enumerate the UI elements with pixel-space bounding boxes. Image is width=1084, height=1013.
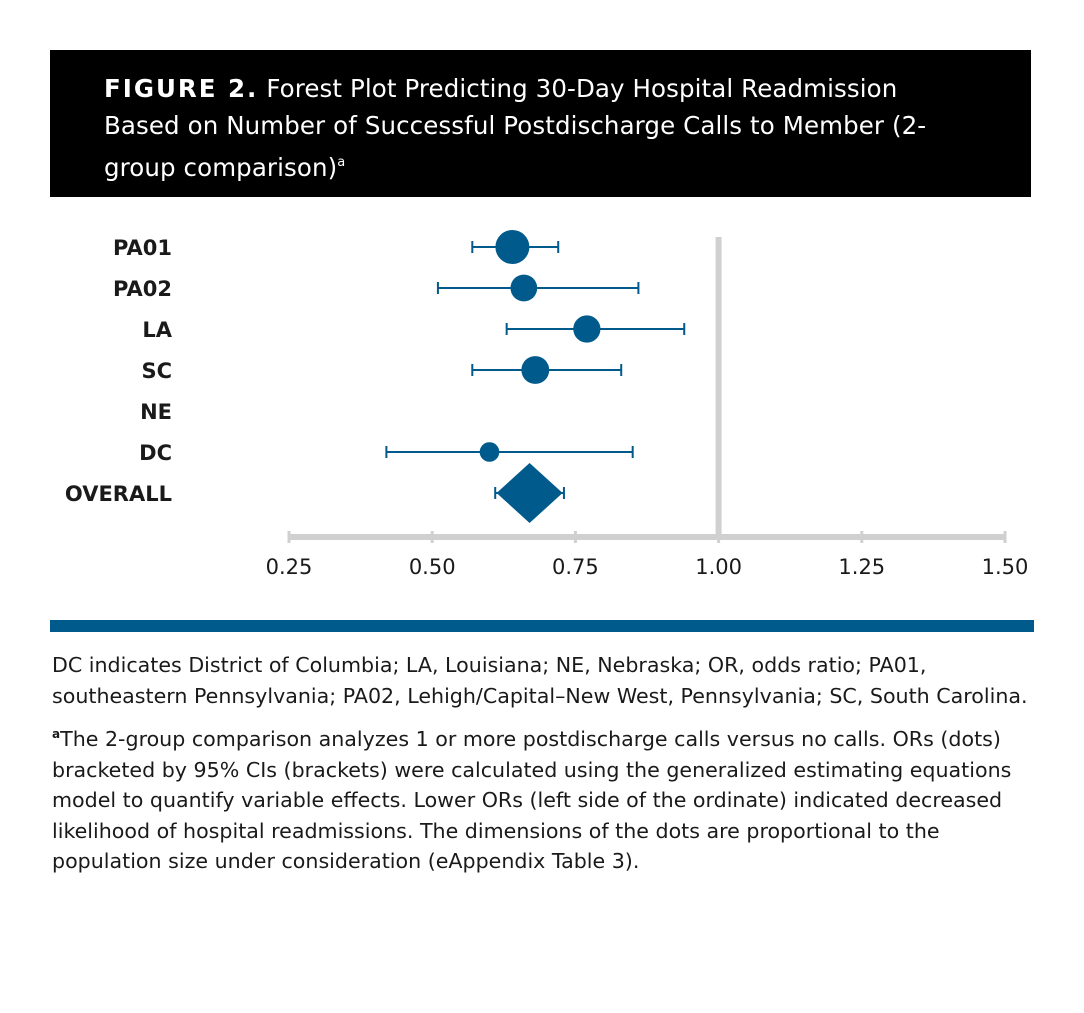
figure-title: Forest Plot Predicting 30-Day Hospital R… — [104, 74, 927, 182]
row-label: LA — [142, 318, 172, 342]
figure-title-superscript: a — [337, 155, 346, 170]
or-point — [521, 356, 550, 384]
figure-header: FIGURE 2. Forest Plot Predicting 30-Day H… — [50, 50, 1031, 197]
or-point — [573, 315, 601, 343]
row-label: DC — [139, 441, 172, 465]
x-tick-label: 0.50 — [409, 555, 456, 579]
divider-rule — [50, 620, 1034, 632]
x-tick-label: 1.50 — [982, 555, 1029, 579]
x-tick-label: 1.00 — [695, 555, 742, 579]
forest-plot: 0.25 0.50 0.75 1.00 1.25 1.50 PA01 PA02 LA SC NE D… — [65, 230, 1029, 579]
figure-label: FIGURE 2. — [104, 74, 259, 103]
x-tick-label: 0.75 — [552, 555, 599, 579]
footnote-text: The 2-group comparison analyzes 1 or mor… — [52, 727, 1012, 873]
row-label: PA01 — [113, 236, 172, 260]
row-label: PA02 — [113, 277, 172, 301]
footnote-marker: a — [52, 727, 61, 741]
figure-title-block: FIGURE 2. Forest Plot Predicting 30-Day H… — [104, 70, 976, 186]
figure-notes: DC indicates District of Columbia; LA, L… — [52, 650, 1037, 885]
row-labels: PA01 PA02 LA SC NE DC OVERALL — [65, 236, 173, 506]
or-point — [510, 274, 538, 302]
or-point — [479, 442, 500, 462]
x-axis: 0.25 0.50 0.75 1.00 1.25 1.50 — [266, 531, 1029, 579]
x-tick-label: 0.25 — [266, 555, 313, 579]
abbreviations-note: DC indicates District of Columbia; LA, L… — [52, 653, 1028, 708]
row-label: SC — [141, 359, 172, 383]
plot-rows — [385, 230, 686, 523]
overall-diamond — [496, 463, 563, 523]
footnote-paragraph: aThe 2-group comparison analyzes 1 or mo… — [52, 719, 1037, 877]
or-point — [495, 230, 530, 264]
row-label: NE — [140, 400, 172, 424]
row-label: OVERALL — [65, 482, 172, 506]
x-tick-label: 1.25 — [838, 555, 885, 579]
